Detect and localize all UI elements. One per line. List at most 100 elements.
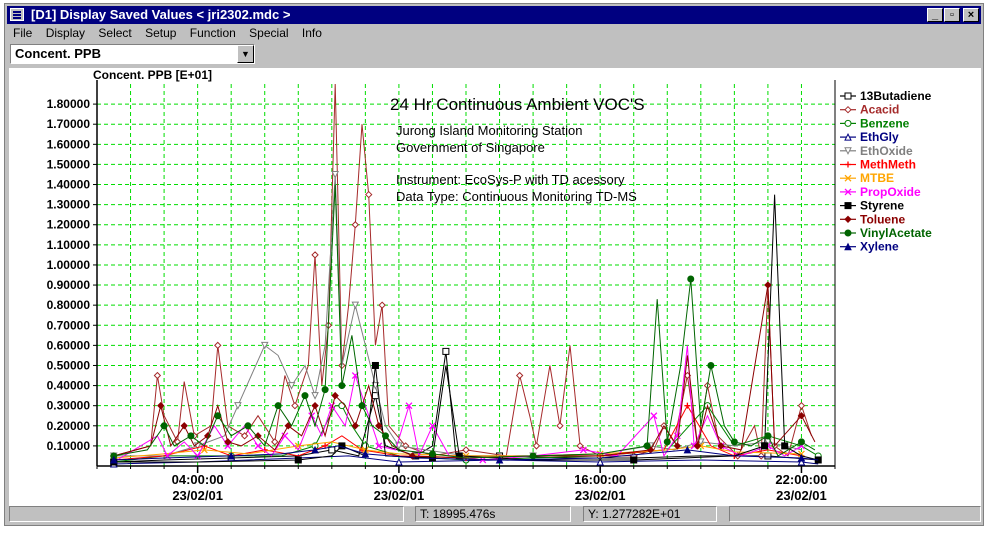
y-tick-label: 1.50000 xyxy=(47,157,91,171)
legend-marker-benzene xyxy=(844,119,852,127)
data-point-propoxide xyxy=(254,442,262,450)
data-point-acacid xyxy=(240,432,249,440)
y-tick-label: 1.40000 xyxy=(47,178,91,192)
series-line-13butadiene xyxy=(113,351,819,463)
legend-marker-methmeth xyxy=(845,161,851,168)
x-tick-time-label: 10:00:00 xyxy=(373,472,425,487)
legend-marker-styrene xyxy=(844,202,852,210)
legend-label-propoxide[interactable]: PropOxide xyxy=(860,185,921,199)
series-line-ethgly xyxy=(113,455,819,465)
window-title: [D1] Display Saved Values < jri2302.mdc … xyxy=(31,7,291,22)
data-point-propoxide xyxy=(673,432,681,440)
legend-marker-ethgly xyxy=(844,132,852,141)
legend-label-mtbe[interactable]: MTBE xyxy=(860,171,894,185)
legend-label-ethoxide[interactable]: EthOxide xyxy=(860,144,913,158)
data-point-vinylacetate xyxy=(529,452,537,460)
data-point-propoxide xyxy=(428,422,436,430)
data-point-acacid xyxy=(291,401,299,410)
data-point-acacid xyxy=(378,301,386,309)
data-point-propoxide xyxy=(405,402,413,410)
menu-setup[interactable]: Setup xyxy=(145,26,177,40)
data-point-toluene xyxy=(351,422,360,430)
menu-function[interactable]: Function xyxy=(189,26,236,40)
data-point-ethgly xyxy=(797,457,806,466)
data-point-acacid xyxy=(271,438,279,446)
data-point-13butadiene xyxy=(442,347,450,355)
annotation-government: Government of Singapore xyxy=(396,140,545,155)
menu-info[interactable]: Info xyxy=(301,26,322,40)
series-line-propoxide xyxy=(113,345,802,463)
data-point-acacid xyxy=(351,221,360,229)
legend-label-xylene[interactable]: Xylene xyxy=(860,240,899,254)
legend-label-acacid[interactable]: Acacid xyxy=(860,103,899,117)
data-point-xylene xyxy=(227,451,235,460)
data-point-ethgly xyxy=(395,457,403,466)
data-point-xylene xyxy=(683,445,692,454)
y-tick-label: 0.90000 xyxy=(47,278,91,292)
data-point-vinylacetate xyxy=(428,450,436,458)
menu-file[interactable]: File xyxy=(13,26,33,40)
data-point-propoxide xyxy=(579,446,587,454)
data-point-toluene xyxy=(180,422,188,430)
y-tick-label: 1.60000 xyxy=(47,137,91,151)
data-point-vinylacetate xyxy=(358,402,366,410)
data-point-ethoxide xyxy=(331,170,339,179)
data-point-styrene xyxy=(781,442,789,450)
unit-select-value: Concent. PPB xyxy=(15,46,101,61)
data-point-toluene xyxy=(331,391,339,400)
x-tick-time-label: 22:00:00 xyxy=(775,472,827,487)
unit-select[interactable]: Concent. PPB ▼ xyxy=(10,44,255,64)
data-point-vinylacetate xyxy=(244,422,252,430)
legend-label-benzene[interactable]: Benzene xyxy=(860,116,910,130)
legend-label-ethgly[interactable]: EthGly xyxy=(860,130,899,144)
data-point-xylene xyxy=(311,445,319,454)
data-point-vinylacetate xyxy=(643,442,651,450)
maximize-button[interactable]: ▫ xyxy=(944,8,960,22)
legend-label-vinylacetate[interactable]: VinylAcetate xyxy=(860,226,932,240)
legend-label-methmeth[interactable]: MethMeth xyxy=(860,158,916,172)
x-tick-date-label: 23/02/01 xyxy=(172,488,223,503)
x-tick-time-label: 16:00:00 xyxy=(574,472,626,487)
menu-display[interactable]: Display xyxy=(45,26,86,40)
plot-area: Concent. PPB [E+01] 0.10000 0.20000 0.3000… xyxy=(9,68,981,506)
title-bar: [D1] Display Saved Values < jri2302.mdc … xyxy=(7,6,981,24)
data-point-benzene xyxy=(338,402,346,410)
close-button[interactable]: × xyxy=(963,8,979,22)
data-point-ethoxide xyxy=(260,341,269,350)
data-point-vinylacetate xyxy=(707,361,715,369)
data-point-toluene xyxy=(311,401,319,410)
y-tick-label: 0.70000 xyxy=(47,318,91,332)
data-point-acacid xyxy=(797,401,806,410)
data-point-propoxide xyxy=(224,442,232,450)
chart-title: 24 Hr Continuous Ambient VOC'S xyxy=(390,95,645,114)
legend-label-toluene[interactable]: Toluene xyxy=(860,212,905,226)
menu-special[interactable]: Special xyxy=(249,26,289,40)
data-point-styrene xyxy=(371,361,379,369)
data-point-ethoxide xyxy=(351,301,360,310)
data-point-vinylacetate xyxy=(321,386,329,394)
data-point-ethoxide xyxy=(371,382,380,390)
y-tick-label: 1.20000 xyxy=(47,218,91,232)
data-point-vinylacetate xyxy=(687,275,695,283)
system-menu-icon[interactable] xyxy=(10,8,24,21)
legend-label-styrene[interactable]: Styrene xyxy=(860,199,904,213)
data-point-vinylacetate xyxy=(301,392,309,400)
legend-marker-acacid xyxy=(844,105,852,114)
data-point-propoxide xyxy=(194,452,202,460)
y-tick-label: 1.80000 xyxy=(47,97,91,111)
minimize-button[interactable]: _ xyxy=(927,8,943,22)
data-point-toluene xyxy=(717,442,725,450)
data-point-acacid xyxy=(532,442,541,450)
legend-marker-toluene xyxy=(844,215,852,224)
data-point-xylene xyxy=(109,455,118,464)
menu-select[interactable]: Select xyxy=(98,26,132,40)
data-point-acacid xyxy=(365,190,373,199)
legend-label-13butadiene[interactable]: 13Butadiene xyxy=(860,89,932,103)
x-tick-date-label: 23/02/01 xyxy=(374,488,425,503)
data-point-styrene xyxy=(630,456,638,464)
chevron-down-icon[interactable]: ▼ xyxy=(237,45,254,63)
data-point-vinylacetate xyxy=(274,402,282,410)
y-tick-label: 0.20000 xyxy=(47,419,91,433)
data-point-vinylacetate xyxy=(187,432,195,440)
data-point-toluene xyxy=(764,281,772,289)
